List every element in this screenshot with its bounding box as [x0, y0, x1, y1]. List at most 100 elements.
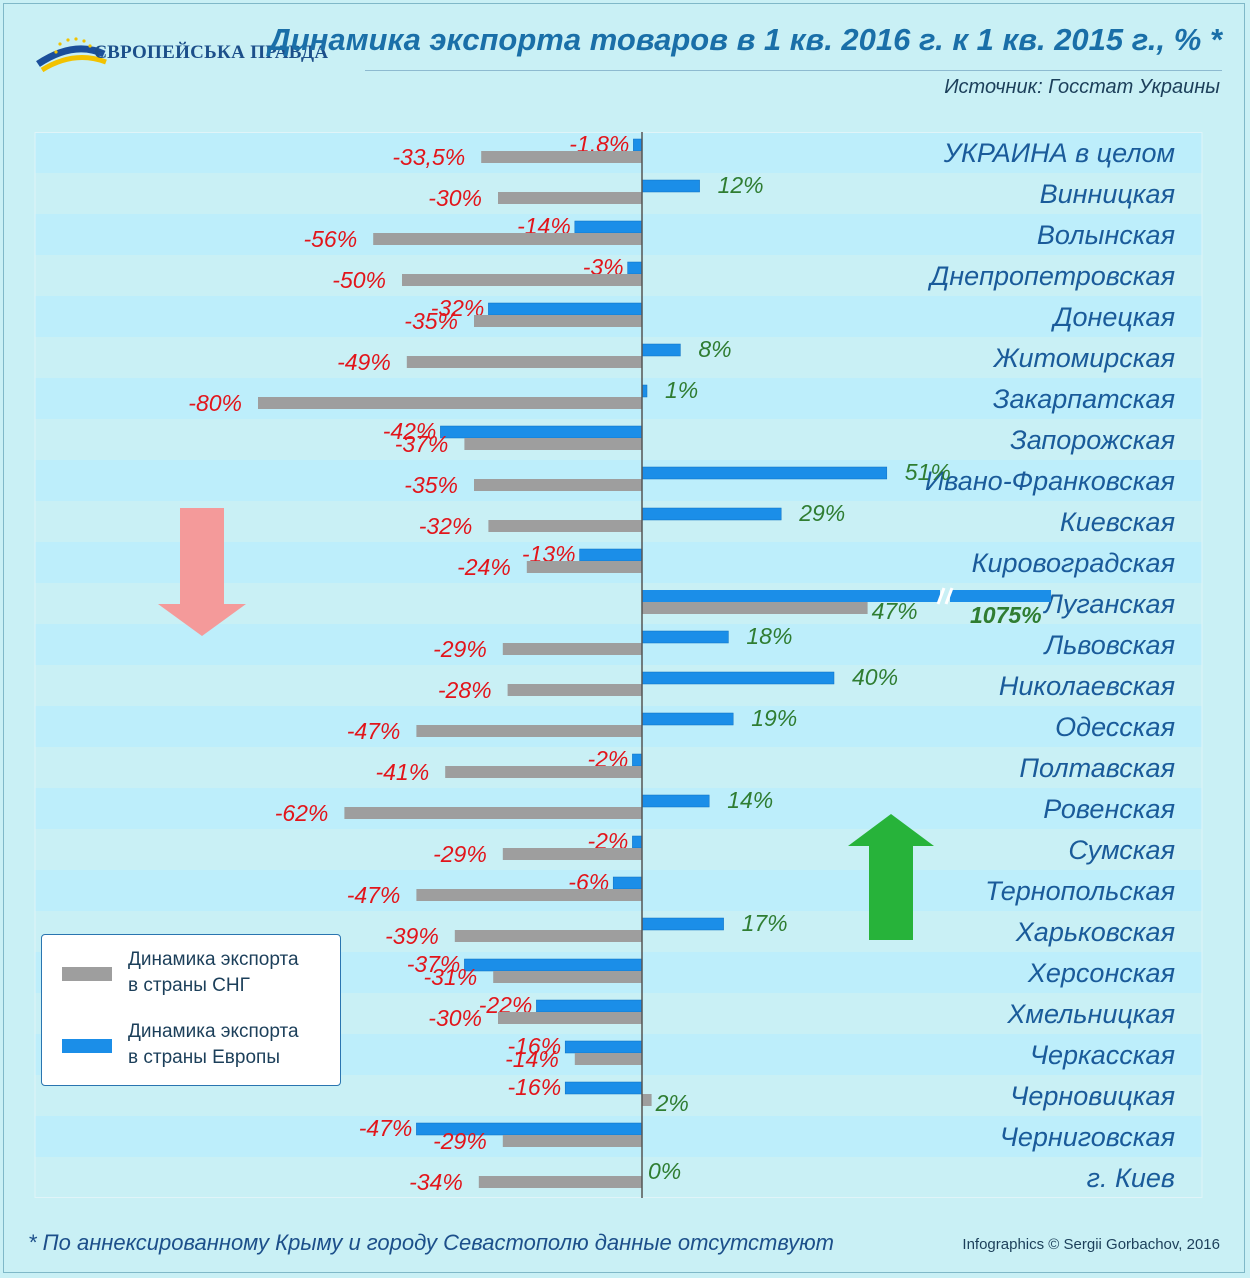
bar-europe	[440, 425, 643, 439]
bar-europe	[627, 261, 643, 275]
data-label-europe: 0%	[648, 1158, 681, 1184]
data-label-cis: -35%	[404, 308, 458, 334]
bar-cis	[474, 479, 642, 491]
data-label-cis: -14%	[505, 1046, 559, 1072]
bar-europe	[641, 507, 782, 521]
category-label: Киевская	[1060, 507, 1175, 537]
data-label-europe: 17%	[742, 910, 788, 936]
category-label: Харьковская	[1015, 917, 1175, 947]
bar-cis	[344, 807, 642, 819]
arrow-down-icon	[158, 508, 246, 636]
legend-item-cis: Динамика экспорта в страны СНГ	[62, 947, 332, 999]
legend: Динамика экспорта в страны СНГ Динамика …	[41, 934, 341, 1086]
bar-cis	[642, 1094, 652, 1106]
data-label-europe: -37%	[407, 951, 461, 977]
category-label: Черниговская	[1000, 1122, 1175, 1152]
data-label-europe: 18%	[746, 623, 792, 649]
axis-break	[944, 587, 954, 605]
bar-cis	[478, 1176, 642, 1188]
bar-cis	[474, 315, 642, 327]
data-label-europe: -42%	[383, 418, 437, 444]
category-label: Житомирская	[992, 343, 1175, 373]
legend-item-europe: Динамика экспорта в страны Европы	[62, 1019, 332, 1071]
bar-europe	[641, 343, 681, 357]
title-divider	[365, 70, 1222, 71]
bar-europe	[632, 835, 643, 849]
data-label-europe: 29%	[798, 500, 845, 526]
bar-cis	[498, 192, 642, 204]
category-label: Ивано-Франковская	[925, 466, 1175, 496]
logo-text: ЄВРОПЕЙСЬКА ПРАВДА	[94, 42, 329, 63]
legend-label-europe: Динамика экспорта в страны Европы	[128, 1021, 299, 1068]
category-label: Полтавская	[1019, 753, 1175, 783]
bar-cis	[416, 889, 642, 901]
bar-cis	[481, 151, 642, 163]
bar-europe	[641, 466, 888, 480]
data-label-cis: -62%	[275, 800, 329, 826]
bar-europe	[641, 179, 700, 193]
bar-cis	[488, 520, 642, 532]
data-label-europe: 14%	[727, 787, 773, 813]
category-label: Донецкая	[1050, 302, 1175, 332]
data-label-cis: -47%	[347, 718, 401, 744]
data-label-cis: -35%	[404, 472, 458, 498]
category-label: Львовская	[1043, 630, 1175, 660]
category-label: Луганская	[1042, 589, 1175, 619]
data-label-cis: -34%	[409, 1169, 463, 1195]
bar-europe	[633, 138, 643, 152]
data-label-cis: -31%	[423, 964, 477, 990]
category-label: Одесская	[1055, 712, 1175, 742]
plot-area	[34, 132, 1203, 1198]
data-label-europe: -16%	[507, 1074, 561, 1100]
category-label: Черкасская	[1030, 1040, 1175, 1070]
data-label-europe: -47%	[359, 1115, 413, 1141]
data-label-europe: 19%	[751, 705, 797, 731]
bar-europe	[564, 1040, 643, 1054]
bar-europe	[641, 794, 710, 808]
data-label-cis: -50%	[332, 267, 386, 293]
category-label: УКРАИНА в целом	[943, 138, 1175, 168]
bar-cis	[373, 233, 642, 245]
bar-cis	[498, 1012, 642, 1024]
bar-cis	[574, 1053, 642, 1065]
category-label: Хмельницкая	[1006, 999, 1175, 1029]
bar-europe	[464, 958, 643, 972]
data-label-cis: -39%	[385, 923, 439, 949]
bar-cis	[402, 274, 642, 286]
data-label-cis: -28%	[438, 677, 492, 703]
data-label-europe: -16%	[507, 1033, 561, 1059]
bar-cis	[258, 397, 642, 409]
data-label-europe: 40%	[852, 664, 898, 690]
credit: Infographics © Sergii Gorbachov, 2016	[962, 1236, 1220, 1253]
data-label-cis: -32%	[419, 513, 473, 539]
bar-europe	[642, 590, 940, 602]
chart-title: Динамика экспорта товаров в 1 кв. 2016 г…	[268, 22, 1222, 57]
data-label-europe: 1075%	[970, 602, 1042, 628]
data-label-cis: -37%	[395, 431, 449, 457]
category-label: Винницкая	[1040, 179, 1175, 209]
data-label-cis: -41%	[375, 759, 429, 785]
bar-cis	[406, 356, 642, 368]
bar-europe	[574, 220, 643, 234]
logo-icon	[36, 37, 107, 73]
data-label-cis: -47%	[347, 882, 401, 908]
bar-europe	[612, 876, 643, 890]
category-label: Черновицкая	[1010, 1081, 1175, 1111]
data-label-cis: -56%	[303, 226, 357, 252]
data-label-europe: 51%	[905, 459, 951, 485]
chart-frame	[3, 3, 1245, 1273]
data-label-cis: -80%	[188, 390, 242, 416]
bar-cis	[502, 1135, 642, 1147]
bar-europe	[641, 671, 835, 685]
bar-europe	[641, 630, 729, 644]
bar-europe	[641, 712, 734, 726]
bar-cis	[464, 438, 642, 450]
category-label: Тернопольская	[985, 876, 1175, 906]
category-label: г. Киев	[1087, 1163, 1175, 1193]
category-label: Николаевская	[999, 671, 1175, 701]
bar-europe	[950, 590, 1051, 602]
category-label: Днепропетровская	[927, 261, 1175, 291]
bar-europe	[488, 302, 643, 316]
category-label: Сумская	[1068, 835, 1175, 865]
data-label-cis: -30%	[428, 1005, 482, 1031]
